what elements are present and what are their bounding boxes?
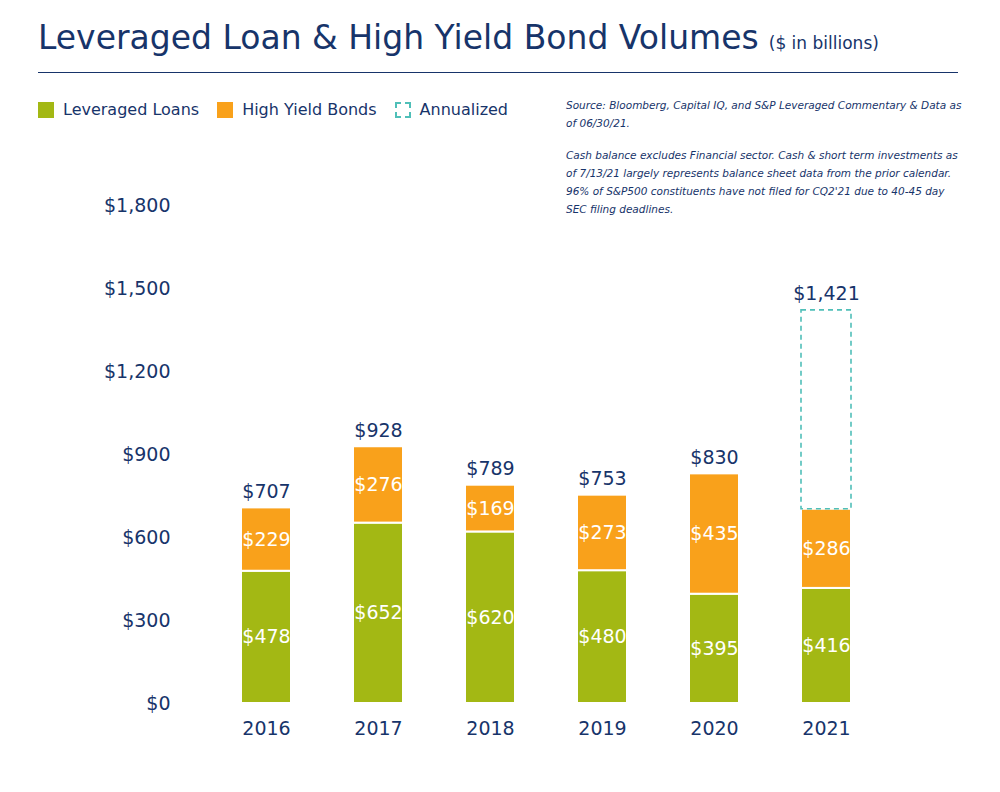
svg-text:$707: $707 bbox=[242, 480, 290, 502]
svg-text:$1,200: $1,200 bbox=[104, 360, 170, 382]
svg-text:$416: $416 bbox=[802, 634, 850, 656]
svg-text:$229: $229 bbox=[242, 528, 290, 550]
html-text:Cash balance excludes Financia: Cash balance excludes Financial sector. … bbox=[566, 149, 958, 215]
svg-text:$620: $620 bbox=[466, 606, 514, 628]
svg-text:$273: $273 bbox=[578, 521, 626, 543]
svg-text:$478: $478 bbox=[242, 625, 290, 647]
svg-text:$753: $753 bbox=[578, 467, 626, 489]
svg-text:$900: $900 bbox=[122, 443, 170, 465]
svg-text:$1,800: $1,800 bbox=[104, 194, 170, 216]
svg-text:$395: $395 bbox=[690, 637, 738, 659]
svg-text:$300: $300 bbox=[122, 609, 170, 631]
html-text:Leveraged Loan & High Yield Bo: Leveraged Loan & High Yield Bond Volumes… bbox=[38, 18, 879, 57]
svg-text:2018: 2018 bbox=[466, 717, 514, 739]
svg-text:2019: 2019 bbox=[578, 717, 626, 739]
svg-text:$169: $169 bbox=[466, 497, 514, 519]
svg-text:$1,421: $1,421 bbox=[793, 282, 859, 304]
svg-text:$789: $789 bbox=[466, 457, 514, 479]
svg-text:$1,500: $1,500 bbox=[104, 277, 170, 299]
html-text:Leveraged Loans: Leveraged Loans bbox=[63, 100, 200, 119]
svg-text:$928: $928 bbox=[354, 419, 402, 441]
svg-text:2020: 2020 bbox=[690, 717, 738, 739]
html-text:High Yield Bonds: High Yield Bonds bbox=[242, 100, 377, 119]
html-text:Source: Bloomberg, Capital IQ,: Source: Bloomberg, Capital IQ, and S&P L… bbox=[566, 99, 962, 129]
svg-text:$600: $600 bbox=[122, 526, 170, 548]
svg-text:$0: $0 bbox=[146, 692, 170, 714]
svg-text:$435: $435 bbox=[690, 522, 738, 544]
svg-text:$830: $830 bbox=[690, 446, 738, 468]
svg-text:$286: $286 bbox=[802, 537, 850, 559]
html-text:Annualized: Annualized bbox=[419, 100, 508, 119]
svg-text:$480: $480 bbox=[578, 625, 626, 647]
svg-text:2016: 2016 bbox=[242, 717, 290, 739]
svg-text:$652: $652 bbox=[354, 601, 402, 623]
svg-text:2021: 2021 bbox=[802, 717, 850, 739]
svg-text:$276: $276 bbox=[354, 473, 402, 495]
svg-text:2017: 2017 bbox=[354, 717, 402, 739]
